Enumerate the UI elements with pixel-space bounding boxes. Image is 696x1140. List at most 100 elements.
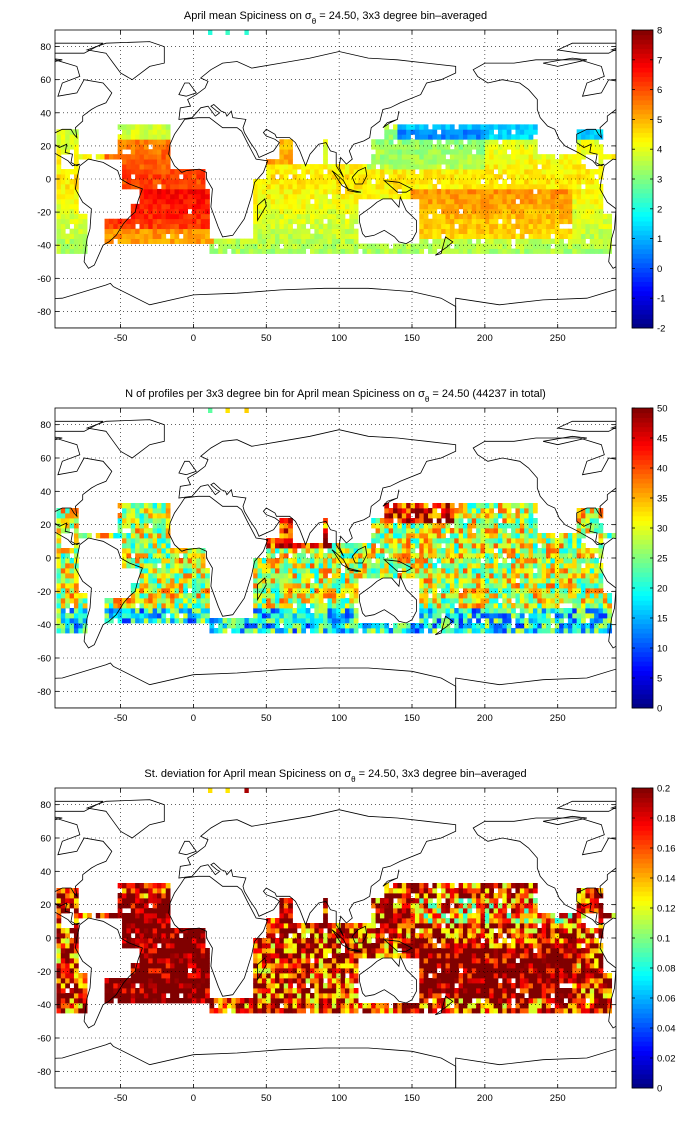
heatmap-cell — [502, 193, 508, 200]
heatmap-cell — [275, 203, 280, 210]
heatmap-cell — [476, 218, 481, 225]
heatmap-cell — [567, 583, 573, 589]
heatmap-cell — [463, 223, 468, 230]
heatmap-cell — [296, 588, 302, 594]
heatmap-cell — [336, 598, 341, 604]
heatmap-cell — [567, 558, 573, 564]
heatmap-cell — [266, 578, 272, 584]
heatmap-cell — [218, 623, 223, 629]
heatmap-cell — [406, 523, 411, 529]
heatmap-cell — [65, 958, 70, 964]
heatmap-cell — [493, 179, 499, 185]
heatmap-cell — [82, 213, 88, 220]
colorbar-step — [632, 478, 653, 484]
heatmap-cell — [314, 223, 320, 230]
heatmap-cell — [519, 578, 525, 584]
heatmap-cell — [135, 508, 140, 514]
heatmap-cell — [336, 628, 341, 634]
heatmap-cell — [546, 553, 551, 559]
heatmap-cell — [458, 543, 464, 549]
heatmap-cell — [60, 238, 66, 244]
heatmap-cell — [148, 508, 154, 514]
heatmap-cell — [594, 233, 599, 239]
heatmap-cell — [213, 248, 219, 254]
heatmap-cell — [463, 573, 468, 579]
heatmap-cell — [397, 164, 403, 170]
heatmap-cell — [161, 993, 167, 999]
heatmap-cell — [585, 598, 591, 604]
heatmap-cell — [266, 538, 272, 544]
heatmap-cell — [371, 183, 376, 190]
heatmap-cell — [117, 223, 123, 230]
heatmap-cell — [554, 553, 560, 559]
heatmap-cell — [340, 223, 346, 230]
heatmap-cell — [126, 134, 132, 140]
heatmap-cell — [283, 188, 289, 195]
heatmap-cell — [296, 598, 302, 604]
heatmap-cell — [213, 238, 219, 244]
heatmap-cell — [122, 228, 127, 235]
heatmap-cell — [458, 188, 464, 195]
heatmap-cell — [187, 179, 193, 185]
heatmap-cell — [148, 134, 154, 140]
heatmap-cell — [152, 968, 158, 974]
heatmap-cell — [393, 149, 398, 155]
heatmap-cell — [493, 553, 499, 559]
heatmap-cell — [554, 174, 560, 180]
heatmap-cell — [60, 558, 66, 564]
heatmap-cell — [318, 198, 324, 205]
heatmap-cell — [428, 188, 433, 195]
colorbar-tick-label: -2 — [657, 324, 665, 335]
heatmap-cell — [532, 628, 538, 634]
heatmap-cell — [362, 558, 368, 564]
heatmap-cell — [458, 129, 464, 135]
heatmap-cell — [524, 623, 529, 629]
heatmap-cell — [454, 169, 460, 175]
heatmap-cell — [222, 248, 228, 254]
heatmap-cell — [56, 568, 62, 574]
heatmap-cell — [257, 203, 263, 210]
heatmap-cell — [200, 183, 206, 190]
heatmap-cell — [314, 598, 320, 604]
heatmap-cell — [589, 618, 595, 624]
heatmap-cell — [143, 149, 149, 155]
heatmap-cell — [314, 573, 320, 579]
heatmap-cell — [454, 553, 460, 559]
heatmap-cell — [576, 588, 582, 594]
heatmap-cell — [393, 174, 398, 180]
heatmap-cell — [493, 568, 499, 574]
heatmap-cell — [296, 628, 302, 634]
heatmap-cell — [441, 583, 446, 589]
heatmap-cell — [279, 588, 285, 594]
heatmap-cell — [585, 149, 591, 155]
heatmap-cell — [497, 174, 503, 180]
heatmap-cell — [148, 603, 154, 609]
heatmap-cell — [537, 538, 543, 544]
heatmap-cell — [174, 188, 180, 195]
heatmap-cell — [170, 183, 175, 190]
heatmap-cell — [602, 618, 608, 624]
heatmap-cell — [323, 233, 328, 239]
heatmap-cell — [497, 223, 503, 230]
colorbar-step — [632, 309, 653, 315]
heatmap-cell — [484, 218, 490, 225]
heatmap-cell — [511, 183, 516, 190]
heatmap-cell — [60, 613, 66, 619]
heatmap-cell — [567, 578, 573, 584]
heatmap-cell — [497, 164, 503, 170]
heatmap-cell — [126, 503, 132, 509]
heatmap-cell — [161, 183, 167, 190]
heatmap-cell — [143, 948, 149, 954]
heatmap-cell — [266, 563, 272, 569]
heatmap-cell — [528, 558, 534, 564]
heatmap-cell — [541, 198, 547, 205]
heatmap-cell — [288, 618, 293, 624]
heatmap-cell — [69, 193, 75, 200]
heatmap-cell — [572, 228, 578, 235]
heatmap-cell — [82, 613, 88, 619]
heatmap-cell — [598, 159, 604, 165]
heatmap-cell — [148, 938, 154, 944]
heatmap-cell — [480, 149, 486, 155]
heatmap-cell — [275, 598, 280, 604]
chart-title-2: N of profiles per 3x3 degree bin for Apr… — [125, 388, 546, 404]
